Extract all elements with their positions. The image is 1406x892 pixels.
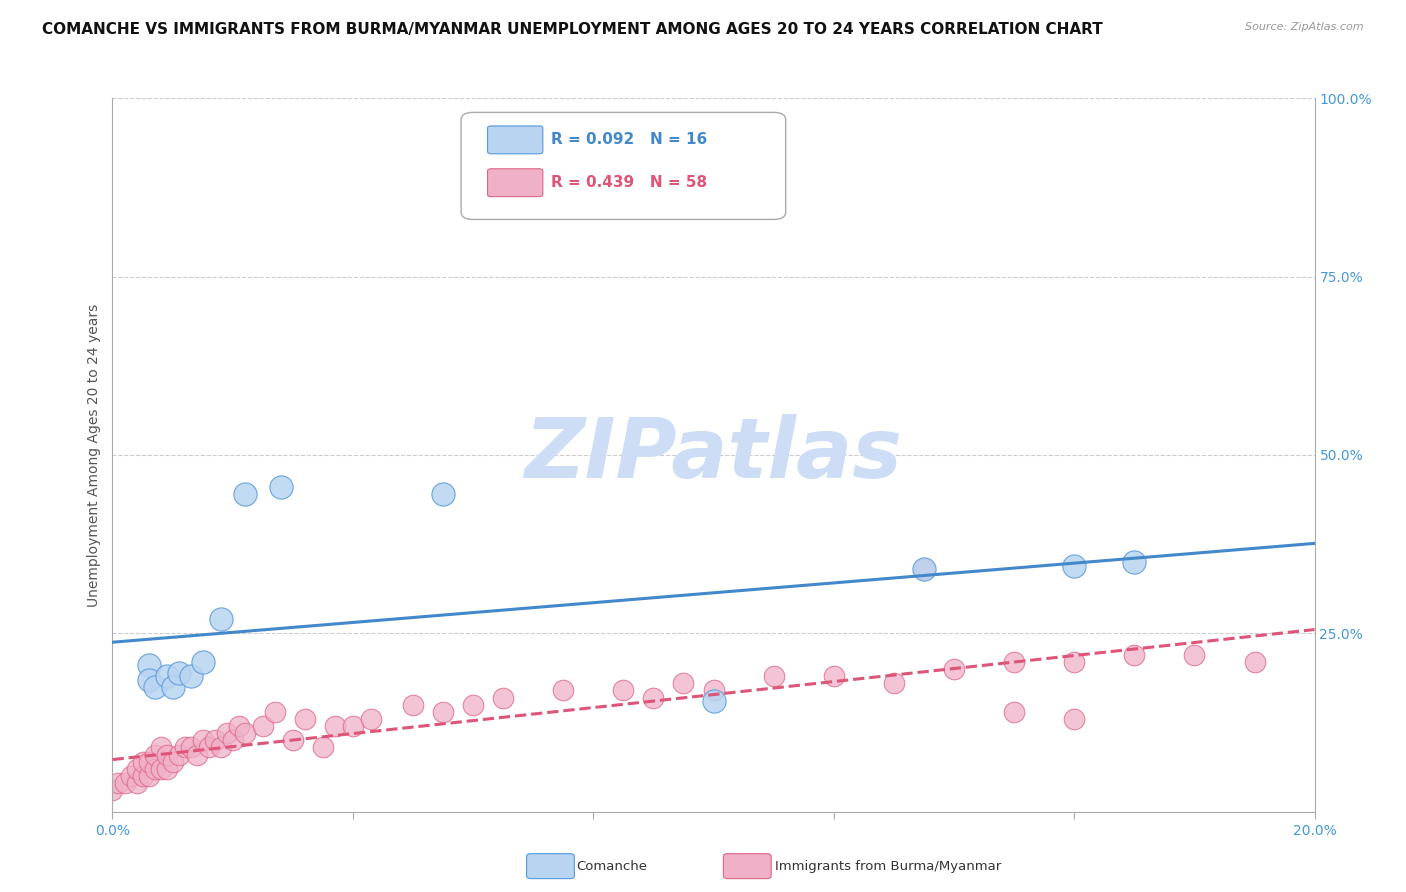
Y-axis label: Unemployment Among Ages 20 to 24 years: Unemployment Among Ages 20 to 24 years — [87, 303, 101, 607]
Point — [1063, 655, 1085, 669]
FancyBboxPatch shape — [488, 126, 543, 153]
Point — [1063, 558, 1085, 573]
Point — [402, 698, 425, 712]
Point — [114, 776, 136, 790]
Point — [191, 733, 214, 747]
Point — [294, 712, 316, 726]
Point — [131, 769, 153, 783]
Point — [162, 680, 184, 694]
Point — [209, 740, 232, 755]
Point — [1002, 655, 1025, 669]
Point — [138, 769, 160, 783]
Point — [432, 705, 454, 719]
Point — [281, 733, 304, 747]
Point — [107, 776, 129, 790]
Point — [209, 612, 232, 626]
Point — [762, 669, 785, 683]
Point — [143, 747, 166, 762]
Point — [197, 740, 219, 755]
Point — [1002, 705, 1025, 719]
Point — [612, 683, 634, 698]
Point — [1243, 655, 1265, 669]
Point — [228, 719, 250, 733]
Point — [263, 705, 285, 719]
Point — [138, 755, 160, 769]
Point — [149, 740, 172, 755]
Point — [101, 783, 124, 797]
Point — [1123, 648, 1146, 662]
Point — [702, 683, 725, 698]
Point — [120, 769, 142, 783]
FancyBboxPatch shape — [461, 112, 786, 219]
Point — [1123, 555, 1146, 569]
Point — [270, 480, 292, 494]
Point — [143, 762, 166, 776]
Point — [912, 562, 935, 576]
Point — [432, 487, 454, 501]
Point — [180, 740, 202, 755]
Point — [125, 762, 148, 776]
Point — [138, 658, 160, 673]
Point — [312, 740, 335, 755]
Text: R = 0.092   N = 16: R = 0.092 N = 16 — [551, 132, 707, 147]
Point — [360, 712, 382, 726]
Point — [191, 655, 214, 669]
Point — [204, 733, 226, 747]
Point — [155, 669, 177, 683]
Point — [553, 683, 575, 698]
Point — [167, 665, 190, 680]
FancyBboxPatch shape — [488, 169, 543, 196]
Point — [167, 747, 190, 762]
Point — [912, 562, 935, 576]
Point — [942, 662, 965, 676]
Point — [233, 487, 256, 501]
Point — [186, 747, 208, 762]
Point — [149, 762, 172, 776]
Point — [215, 726, 238, 740]
Point — [1063, 712, 1085, 726]
Text: ZIPatlas: ZIPatlas — [524, 415, 903, 495]
Point — [1184, 648, 1206, 662]
Point — [180, 669, 202, 683]
Point — [643, 690, 665, 705]
Point — [492, 690, 515, 705]
Point — [143, 680, 166, 694]
Point — [461, 698, 484, 712]
Point — [323, 719, 346, 733]
Point — [702, 694, 725, 708]
Point — [222, 733, 245, 747]
Point — [252, 719, 274, 733]
Text: Source: ZipAtlas.com: Source: ZipAtlas.com — [1246, 22, 1364, 32]
Text: Comanche: Comanche — [576, 860, 647, 872]
Point — [125, 776, 148, 790]
Point — [155, 762, 177, 776]
Point — [162, 755, 184, 769]
Text: R = 0.439   N = 58: R = 0.439 N = 58 — [551, 175, 707, 190]
Point — [173, 740, 195, 755]
Text: COMANCHE VS IMMIGRANTS FROM BURMA/MYANMAR UNEMPLOYMENT AMONG AGES 20 TO 24 YEARS: COMANCHE VS IMMIGRANTS FROM BURMA/MYANMA… — [42, 22, 1102, 37]
Point — [233, 726, 256, 740]
Point — [342, 719, 364, 733]
Point — [672, 676, 695, 690]
Point — [138, 673, 160, 687]
Point — [823, 669, 845, 683]
Point — [131, 755, 153, 769]
Point — [155, 747, 177, 762]
Point — [883, 676, 905, 690]
Text: Immigrants from Burma/Myanmar: Immigrants from Burma/Myanmar — [776, 860, 1001, 872]
